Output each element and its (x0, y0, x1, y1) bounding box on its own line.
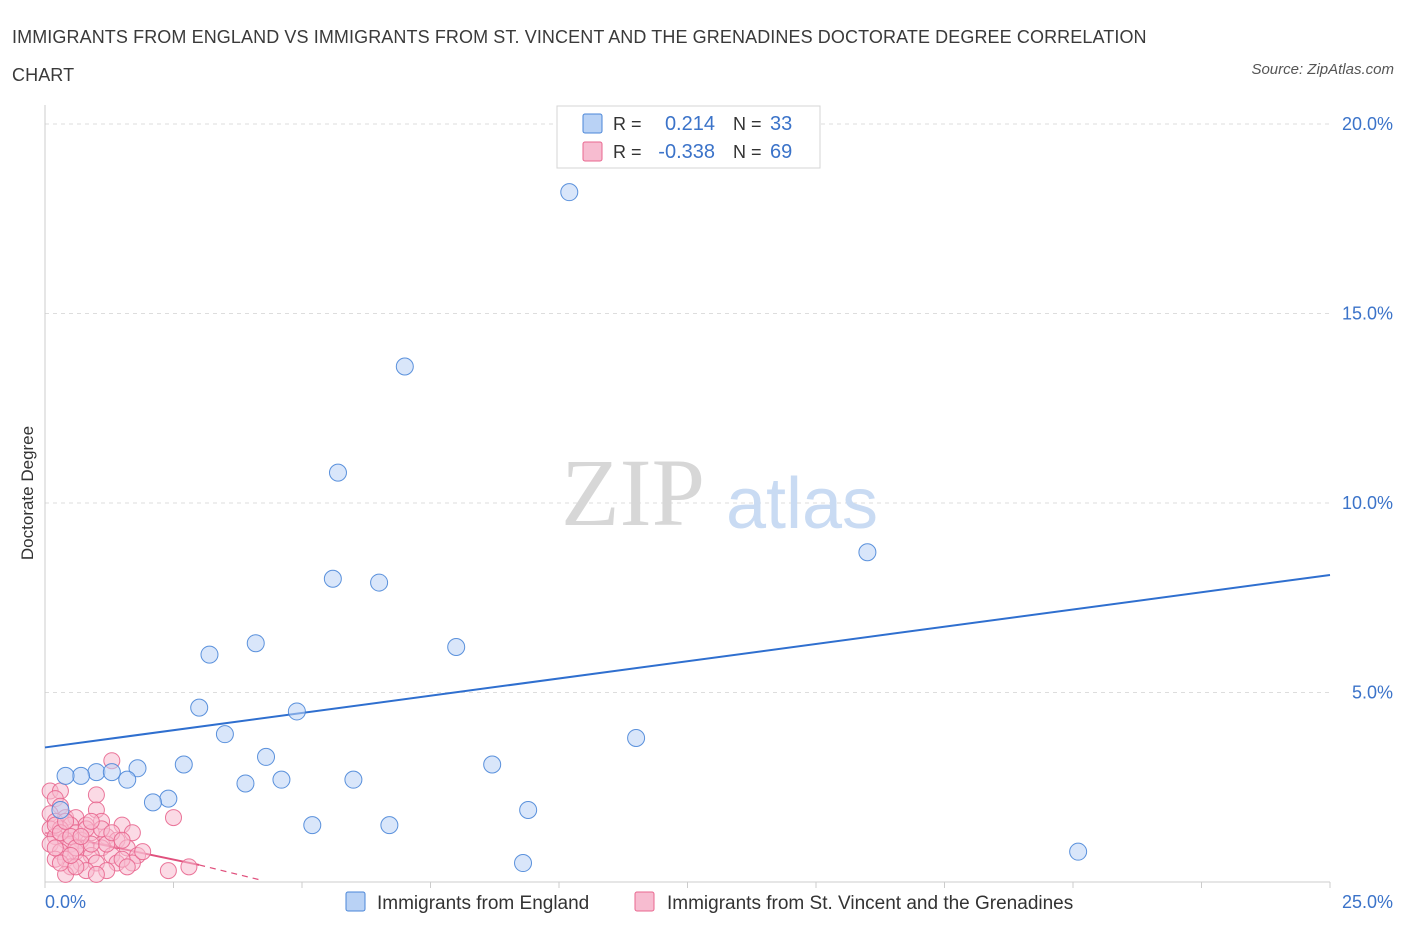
data-point-blue (303, 816, 322, 835)
series-legend-label-blue: Immigrants from England (377, 893, 589, 914)
watermark-atlas: atlas (726, 464, 878, 544)
y-tick-labels: 5.0% 10.0% 15.0% 20.0% (1342, 114, 1393, 703)
y-tick-label: 10.0% (1342, 493, 1393, 513)
data-point-blue (102, 763, 121, 782)
data-point-pink (118, 858, 136, 876)
series-legend-swatch-blue (345, 891, 366, 912)
stats-n-label-pink: N = (733, 142, 762, 162)
data-point-blue (514, 854, 533, 873)
data-point-pink (165, 809, 182, 827)
data-point-pink (82, 812, 100, 830)
series-legend-label-pink: Immigrants from St. Vincent and the Gren… (667, 893, 1073, 914)
data-point-blue (380, 816, 399, 835)
data-point-blue (328, 463, 347, 482)
data-point-blue (323, 569, 342, 588)
data-point-blue (51, 800, 70, 819)
data-point-blue (272, 770, 291, 789)
data-point-blue (159, 789, 178, 808)
data-point-blue (858, 543, 877, 562)
data-point-pink (72, 828, 90, 846)
stats-r-label-blue: R = (613, 114, 642, 134)
data-point-blue (200, 645, 219, 664)
data-point-blue (118, 770, 137, 789)
stats-r-value-pink: -0.338 (658, 141, 715, 163)
y-tick-label: 20.0% (1342, 114, 1393, 134)
stats-r-label-pink: R = (613, 142, 642, 162)
trend-line-blue (44, 573, 1331, 749)
data-point-pink (180, 858, 198, 876)
data-point-blue (519, 800, 538, 819)
data-point-blue (246, 634, 265, 653)
watermark: ZIP atlas (561, 439, 878, 546)
stats-n-label-blue: N = (733, 114, 762, 134)
y-tick-label: 5.0% (1352, 682, 1393, 702)
data-point-blue (215, 725, 234, 744)
x-tick-label: 25.0% (1342, 892, 1393, 912)
stats-legend-swatch-blue (582, 113, 603, 134)
data-point-pink (87, 865, 105, 883)
data-point-blue (1069, 842, 1088, 861)
data-point-blue (128, 759, 147, 778)
data-point-pink (159, 862, 177, 880)
data-point-pink (46, 839, 64, 857)
data-point-blue (370, 573, 389, 592)
data-points (41, 183, 1088, 883)
data-point-blue (87, 763, 106, 782)
chart-title: IMMIGRANTS FROM ENGLAND VS IMMIGRANTS FR… (12, 27, 1147, 85)
data-point-blue (71, 766, 90, 785)
series-legend-swatch-pink (634, 891, 655, 912)
y-tick-label: 15.0% (1342, 303, 1393, 323)
stats-legend-swatch-pink (582, 141, 603, 162)
data-point-blue (344, 770, 363, 789)
stats-n-value-blue: 33 (770, 113, 792, 135)
data-point-blue (174, 755, 193, 774)
y-axis-label: Doctorate Degree (18, 426, 37, 560)
data-point-blue (190, 698, 209, 717)
series-legend: Immigrants from England Immigrants from … (345, 891, 1073, 914)
data-point-blue (56, 766, 75, 785)
data-point-pink (134, 843, 152, 861)
grid-lines (45, 123, 1330, 693)
data-point-pink (87, 786, 105, 804)
source-note: Source: ZipAtlas.com (1251, 61, 1394, 78)
data-point-blue (236, 774, 255, 793)
watermark-zip: ZIP (561, 439, 705, 546)
stats-r-value-blue: 0.214 (665, 113, 715, 135)
trend-line-pink (199, 864, 262, 881)
data-point-blue (627, 728, 646, 747)
data-point-blue (447, 638, 466, 657)
data-point-blue (560, 183, 579, 202)
stats-legend: R = 0.214 N = 33 R = -0.338 N = 69 (556, 105, 821, 169)
x-tick-label: 0.0% (45, 892, 86, 912)
axes (44, 105, 1331, 888)
data-point-pink (113, 831, 131, 849)
data-point-blue (287, 702, 306, 721)
stats-n-value-pink: 69 (770, 141, 792, 163)
data-point-blue (143, 793, 162, 812)
data-point-pink (62, 846, 80, 864)
trend-lines (44, 573, 1331, 881)
data-point-blue (483, 755, 502, 774)
data-point-blue (395, 357, 414, 376)
x-tick-labels: 0.0% 25.0% (45, 892, 1393, 912)
data-point-blue (257, 747, 276, 766)
